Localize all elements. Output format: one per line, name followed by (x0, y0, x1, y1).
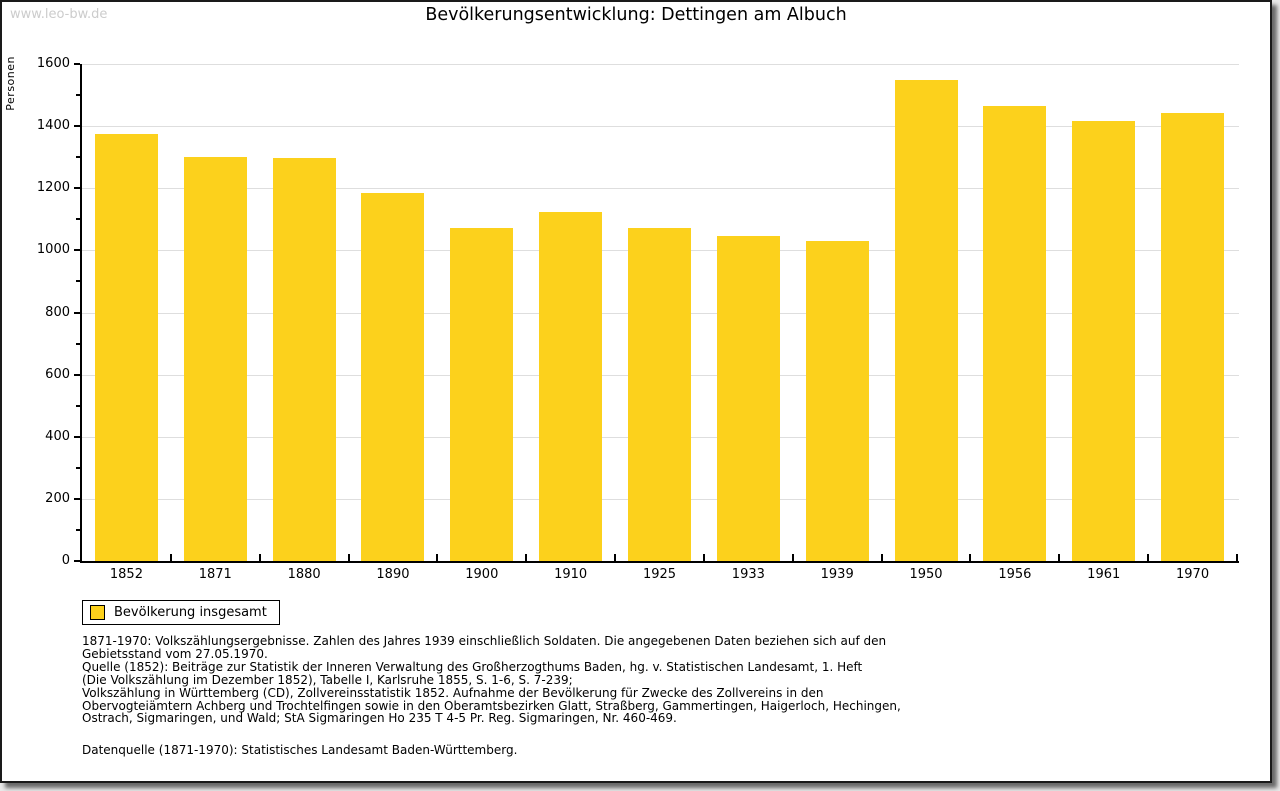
source-note-line: Ostrach, Sigmaringen, und Wald; StA Sigm… (82, 711, 677, 726)
y-tick (74, 63, 80, 65)
x-tick (880, 554, 883, 561)
page-title: Bevölkerungsentwicklung: Dettingen am Al… (425, 5, 847, 25)
y-tick (74, 560, 80, 562)
legend-label: Bevölkerung insgesamt (114, 605, 267, 620)
source-note-line: (Die Volkszählung im Dezember 1852), Tab… (82, 672, 573, 687)
bar-1950 (894, 79, 958, 561)
x-tick (702, 554, 705, 561)
y-axis-label: 1400 (36, 118, 70, 134)
y-axis-label: 0 (61, 553, 70, 568)
bar-1880 (272, 158, 336, 561)
y-tick (74, 497, 80, 500)
x-tick (614, 554, 617, 561)
x-tick (969, 554, 972, 561)
y-axis-label: 200 (45, 490, 70, 506)
x-axis-label: 1970 (1176, 567, 1210, 582)
y-tick (76, 280, 80, 283)
x-axis-label: 1852 (109, 567, 143, 582)
x-tick (1147, 554, 1150, 561)
x-tick (1058, 554, 1061, 561)
bar-1933 (716, 236, 780, 561)
x-tick (258, 554, 261, 561)
x-axis-label: 1933 (731, 567, 765, 582)
source-note-line: Gebietsstand vom 27.05.1970. (82, 646, 268, 661)
y-axis-label: 600 (45, 366, 70, 382)
y-axis-label: 400 (45, 428, 70, 444)
y-tick (74, 373, 80, 376)
source-note-line: Quelle (1852): Beiträge zur Statistik de… (82, 659, 863, 674)
x-axis-label: 1900 (465, 567, 499, 582)
x-axis-label: 1925 (642, 567, 677, 582)
watermark: www.leo-bw.de (10, 7, 108, 22)
y-tick (74, 187, 80, 190)
source-note-line: 1871-1970: Volkszählungsergebnisse. Zahl… (82, 634, 887, 648)
gridline (82, 188, 1239, 190)
y-tick (76, 94, 80, 97)
source-note-block1: 1871-1970: Volkszählungsergebnisse. Zahl… (82, 635, 982, 725)
source-note-block2: Datenquelle (1871-1970): Statistisches L… (82, 743, 518, 758)
legend: Bevölkerung insgesamt (82, 600, 280, 625)
plot-area (80, 64, 1239, 563)
note-spacer (82, 725, 982, 744)
y-tick (76, 342, 80, 345)
y-axis-label: 1600 (36, 56, 70, 71)
bar-1961 (1072, 120, 1136, 561)
bar-chart: Personen 0 200 400 600 800 1000 1200 1400 1600 1… (2, 2, 1270, 602)
gridline (82, 126, 1239, 128)
legend-swatch-icon (90, 605, 105, 620)
bar-1890 (361, 192, 425, 561)
source-note: 1871-1970: Volkszählungsergebnisse. Zahl… (82, 635, 982, 757)
y-tick (76, 528, 80, 531)
bar-1900 (450, 227, 514, 561)
y-tick (76, 218, 80, 221)
x-axis-label: 1871 (198, 567, 232, 582)
y-axis-label: 800 (45, 304, 70, 320)
source-note-line: Obervogteiämtern Achberg und Trochtelfin… (82, 698, 901, 713)
y-tick (74, 249, 80, 252)
x-axis-label: 1950 (909, 567, 943, 582)
bar-1970 (1161, 113, 1225, 561)
bar-1871 (183, 156, 247, 561)
y-axis-label: 1000 (36, 242, 70, 258)
y-tick (76, 404, 80, 407)
bar-1956 (983, 106, 1047, 561)
x-tick (169, 554, 172, 561)
x-axis-label: 1890 (376, 567, 410, 582)
gridline (82, 64, 1239, 65)
x-axis-label: 1961 (1087, 567, 1121, 582)
x-tick (791, 554, 794, 561)
bar-1910 (539, 212, 603, 561)
x-axis-label: 1880 (287, 567, 321, 582)
y-axis-label: 1200 (36, 180, 70, 196)
bar-1925 (628, 228, 691, 561)
y-tick (76, 466, 80, 469)
x-axis-label: 1939 (820, 567, 854, 582)
y-tick (76, 156, 80, 159)
y-tick (74, 435, 80, 438)
bar-1939 (805, 241, 869, 561)
bar-1852 (94, 133, 158, 561)
x-tick (436, 554, 439, 561)
y-tick (74, 311, 80, 314)
source-note-line: Volkszählung in Württemberg (CD), Zollve… (82, 685, 824, 700)
x-tick (525, 554, 528, 561)
x-tick (347, 554, 350, 561)
y-axis-title: Personen (4, 56, 17, 111)
x-axis-label: 1910 (554, 567, 588, 582)
y-tick (74, 125, 80, 128)
x-tick (1236, 554, 1238, 561)
x-axis-label: 1956 (998, 567, 1032, 582)
